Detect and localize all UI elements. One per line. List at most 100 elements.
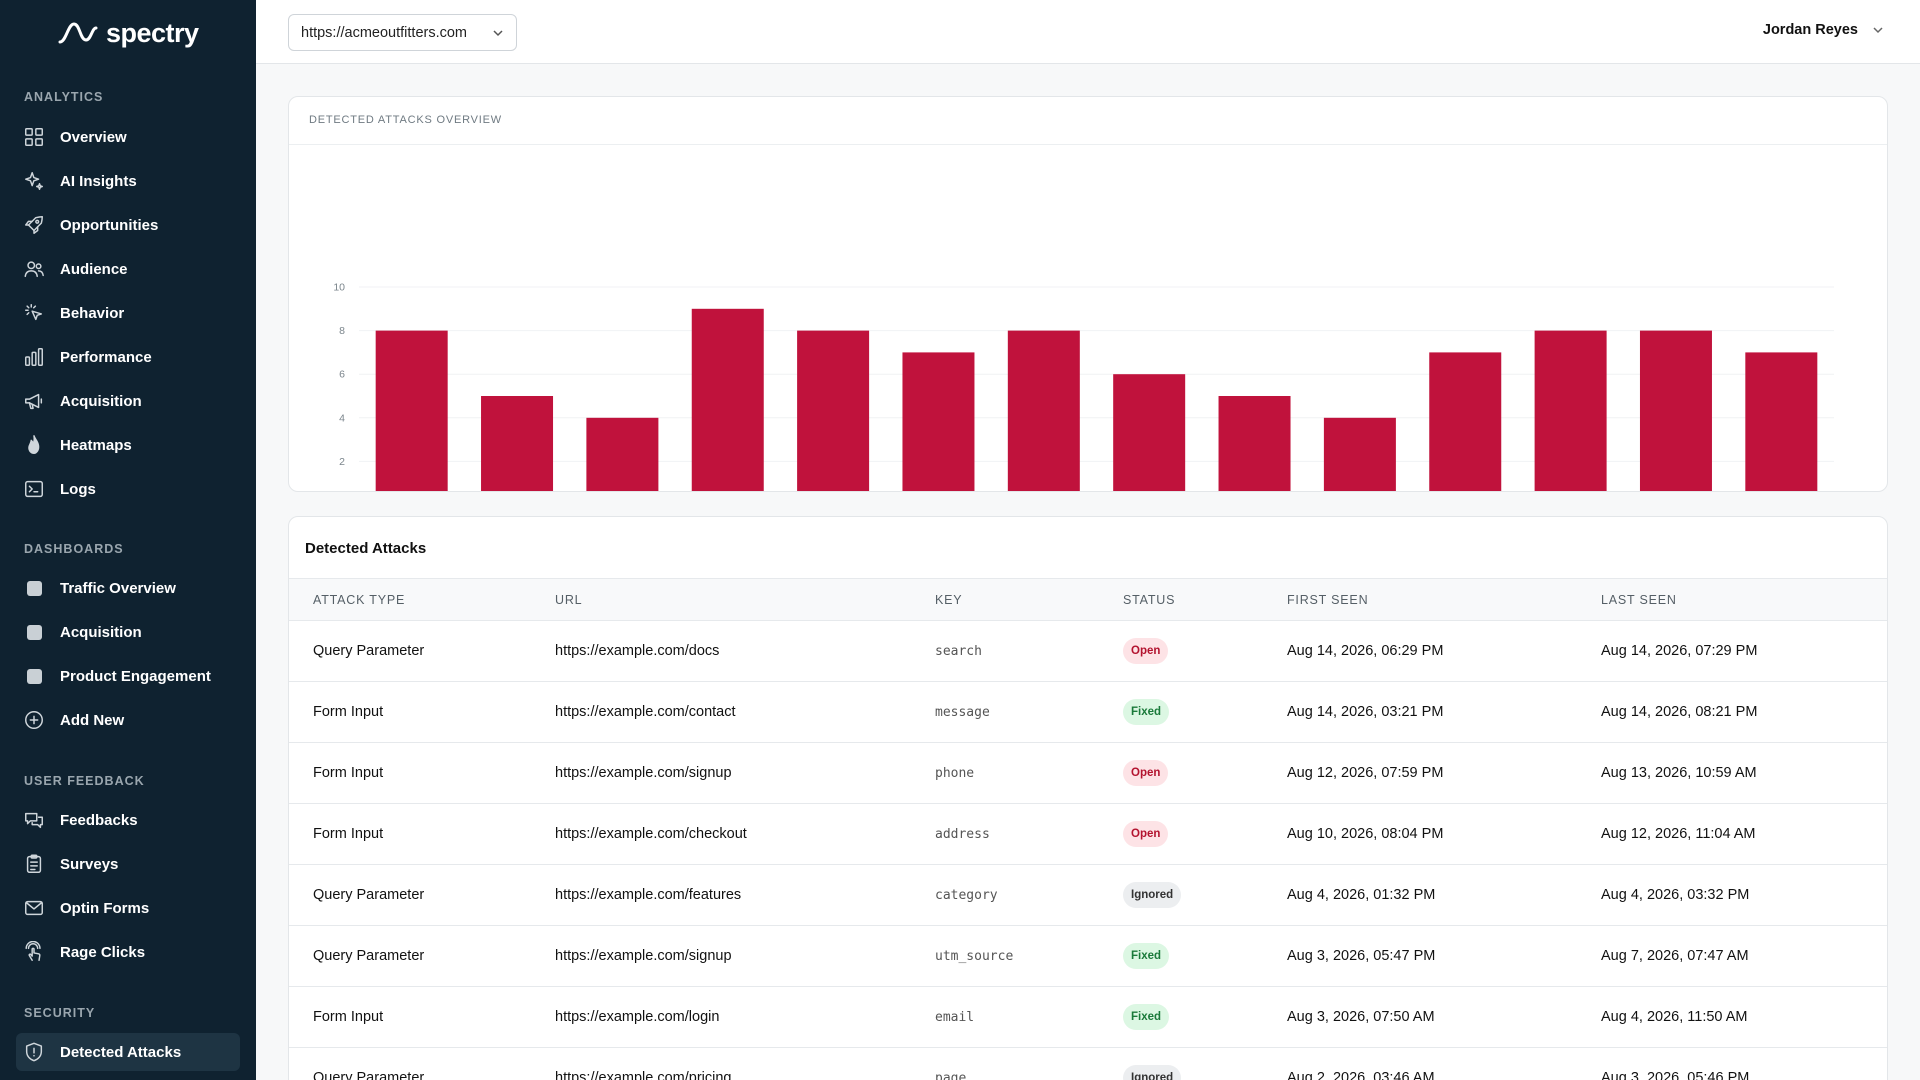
table-row[interactable]: Query Parameter https://example.com/signu… — [289, 926, 1887, 987]
sidebar-item-ai-insights[interactable]: AI Insights — [16, 162, 240, 200]
sidebar-item-surveys[interactable]: Surveys — [16, 845, 240, 883]
attack-type-cell: Query Parameter — [313, 1070, 425, 1080]
megaphone-icon — [22, 389, 46, 413]
first-seen-cell: Aug 12, 2026, 07:59 PM — [1287, 765, 1444, 781]
square-icon — [22, 664, 46, 688]
url-cell[interactable]: https://example.com/contact — [555, 704, 736, 720]
first-seen-cell: Aug 2, 2026, 03:46 AM — [1287, 1070, 1435, 1080]
sidebar-item-detected-attacks[interactable]: Detected Attacks — [16, 1033, 240, 1071]
url-cell[interactable]: https://example.com/signup — [555, 765, 732, 781]
bar — [1218, 396, 1291, 491]
sidebar-item-opportunities[interactable]: Opportunities — [16, 206, 240, 244]
sidebar-item-dashboard-acquisition[interactable]: Acquisition — [16, 613, 240, 651]
rocket-icon — [22, 213, 46, 237]
table-row[interactable]: Query Parameter https://example.com/prici… — [289, 1048, 1887, 1080]
sidebar-item-audience[interactable]: Audience — [16, 250, 240, 288]
y-tick-label: 8 — [339, 325, 345, 337]
wave-logo-icon — [58, 22, 98, 44]
key-cell: email — [935, 1010, 975, 1025]
attack-type-cell: Query Parameter — [313, 948, 425, 964]
section-title-user-feedback: USER FEEDBACK — [24, 774, 145, 788]
bar — [1323, 417, 1396, 491]
sidebar-item-performance[interactable]: Performance — [16, 338, 240, 376]
chevron-down-icon — [1873, 27, 1883, 34]
key-cell: message — [935, 705, 990, 720]
url-cell[interactable]: https://example.com/pricing — [555, 1070, 732, 1080]
section-title-analytics: ANALYTICS — [24, 90, 104, 104]
last-seen-cell: Aug 12, 2026, 11:04 AM — [1601, 826, 1756, 842]
brand-logo[interactable]: spectry — [58, 18, 199, 48]
users-icon — [22, 257, 46, 281]
square-icon — [22, 576, 46, 600]
sidebar-item-label: Acquisition — [60, 392, 142, 410]
table-body: Query Parameter https://example.com/docs s… — [289, 621, 1887, 1080]
sidebar-item-product-engagement[interactable]: Product Engagement — [16, 657, 240, 695]
table-row[interactable]: Form Input https://example.com/checkout ad… — [289, 804, 1887, 865]
grid-icon — [22, 125, 46, 149]
status-badge: Open — [1123, 638, 1169, 664]
sidebar-item-feedbacks[interactable]: Feedbacks — [16, 801, 240, 839]
attack-type-cell: Form Input — [313, 765, 384, 781]
bar — [481, 396, 554, 491]
table-header: ATTACK TYPE URL KEY STATUS FIRST SEEN LA… — [289, 579, 1887, 621]
first-seen-cell: Aug 14, 2026, 06:29 PM — [1287, 643, 1444, 659]
mail-icon — [22, 896, 46, 920]
bar — [1639, 330, 1712, 491]
key-cell: page — [935, 1071, 967, 1080]
site-selector[interactable]: https://acmeoutfitters.com — [288, 14, 517, 51]
finger-tap-icon — [22, 940, 46, 964]
table-row[interactable]: Form Input https://example.com/signup phon… — [289, 743, 1887, 804]
url-cell[interactable]: https://example.com/login — [555, 1009, 720, 1025]
bar — [586, 417, 659, 491]
table-row[interactable]: Form Input https://example.com/login email… — [289, 987, 1887, 1048]
table-row[interactable]: Query Parameter https://example.com/featu… — [289, 865, 1887, 926]
sidebar-item-label: Optin Forms — [60, 899, 150, 917]
url-cell[interactable]: https://example.com/signup — [555, 948, 732, 964]
sidebar-item-traffic-overview[interactable]: Traffic Overview — [16, 569, 240, 607]
bar — [1745, 352, 1818, 491]
bar — [1007, 330, 1080, 491]
column-header-key[interactable]: KEY — [935, 593, 963, 607]
sidebar-item-add-new[interactable]: Add New — [16, 701, 240, 739]
key-cell: phone — [935, 766, 975, 781]
sidebar-item-label: AI Insights — [60, 172, 137, 190]
sidebar-item-acquisition[interactable]: Acquisition — [16, 382, 240, 420]
table-row[interactable]: Form Input https://example.com/contact mes… — [289, 682, 1887, 743]
column-header-status[interactable]: STATUS — [1123, 593, 1176, 607]
column-header-url[interactable]: URL — [555, 593, 583, 607]
flame-icon — [22, 433, 46, 457]
sidebar-item-rage-clicks[interactable]: Rage Clicks — [16, 933, 240, 971]
sidebar-item-behavior[interactable]: Behavior — [16, 294, 240, 332]
column-header-last-seen[interactable]: LAST SEEN — [1601, 593, 1677, 607]
table-row[interactable]: Query Parameter https://example.com/docs s… — [289, 621, 1887, 682]
sidebar-item-logs[interactable]: Logs — [16, 470, 240, 508]
terminal-icon — [22, 477, 46, 501]
y-tick-label: 4 — [339, 412, 345, 424]
column-header-attack-type[interactable]: ATTACK TYPE — [313, 593, 406, 607]
column-header-first-seen[interactable]: FIRST SEEN — [1287, 593, 1369, 607]
attack-type-cell: Form Input — [313, 704, 384, 720]
sidebar-item-label: Add New — [60, 711, 125, 729]
sidebar-item-label: Product Engagement — [60, 667, 211, 685]
brand-name: spectry — [106, 17, 199, 48]
sidebar-item-overview[interactable]: Overview — [16, 118, 240, 156]
url-cell[interactable]: https://example.com/features — [555, 887, 742, 903]
y-tick-label: 2 — [339, 456, 345, 468]
last-seen-cell: Aug 4, 2026, 03:32 PM — [1601, 887, 1750, 903]
clipboard-icon — [22, 852, 46, 876]
detected-attacks-table-card: Detected Attacks ATTACK TYPE URL KEY STA… — [288, 516, 1888, 1080]
sidebar-item-optin-forms[interactable]: Optin Forms — [16, 889, 240, 927]
first-seen-cell: Aug 14, 2026, 03:21 PM — [1287, 704, 1444, 720]
table-title: Detected Attacks — [289, 517, 1887, 579]
url-cell[interactable]: https://example.com/checkout — [555, 826, 747, 842]
sparkles-icon — [22, 169, 46, 193]
status-badge: Ignored — [1123, 882, 1182, 908]
sidebar-item-heatmaps[interactable]: Heatmaps — [16, 426, 240, 464]
url-cell[interactable]: https://example.com/docs — [555, 643, 720, 659]
user-menu[interactable]: Jordan Reyes — [1763, 22, 1884, 38]
sidebar-item-label: Acquisition — [60, 623, 142, 641]
chat-icon — [22, 808, 46, 832]
key-cell: category — [935, 888, 998, 903]
key-cell: utm_source — [935, 949, 1014, 964]
